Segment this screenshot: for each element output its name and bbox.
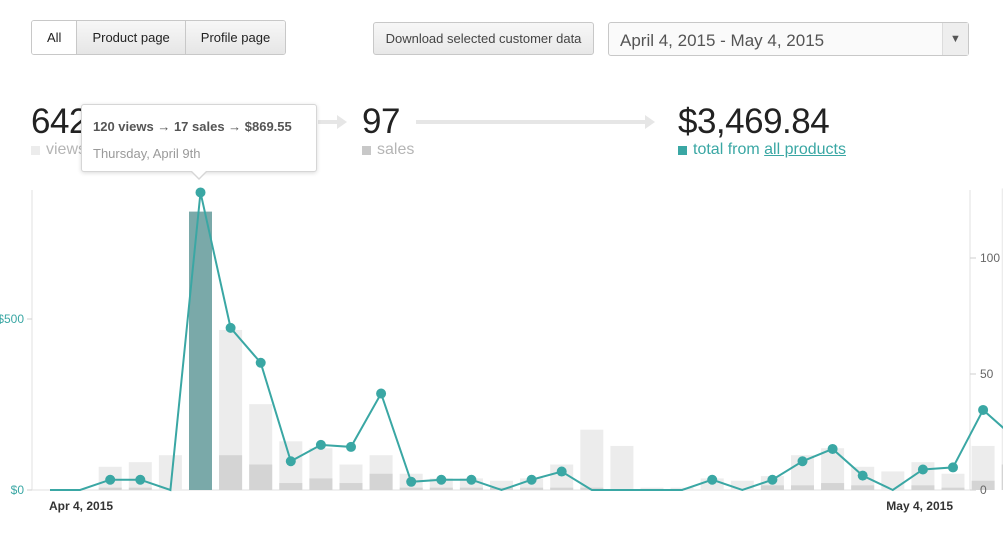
revenue-point [135, 474, 146, 485]
sales-bar [760, 485, 784, 490]
sales-bar [911, 485, 935, 490]
tab-all[interactable]: All [32, 21, 77, 54]
sales-bar [851, 485, 875, 490]
views-label-text: views [46, 141, 87, 158]
revenue-point [948, 462, 958, 473]
views-bar [550, 464, 574, 490]
sales-bar [791, 485, 814, 490]
revenue-point [436, 474, 447, 485]
total-label-prefix: total from [693, 141, 760, 158]
sales-bar [459, 487, 483, 490]
revenue-legend-swatch [678, 145, 687, 155]
total-revenue: $3,469.84 [678, 102, 830, 141]
views-bar [971, 445, 995, 490]
views-bar [821, 448, 845, 490]
all-products-link[interactable]: all products [764, 141, 846, 158]
x-end-label: May 4, 2015 [886, 499, 953, 513]
sales-bar [279, 483, 303, 490]
views-bar [941, 473, 965, 490]
sales-bar [309, 478, 333, 490]
tooltip-caret-inner [191, 170, 207, 178]
sales-bar [339, 483, 363, 490]
views-label: views [31, 141, 86, 159]
revenue-point [195, 187, 206, 198]
select-arrow-icon[interactable]: ▼ [942, 23, 968, 55]
revenue-line [50, 187, 1003, 492]
sales-legend-swatch [362, 145, 371, 155]
sales-bar [249, 464, 273, 490]
x-start-label: Apr 4, 2015 [49, 499, 113, 513]
sales-bar [821, 483, 845, 490]
revenue-point [315, 439, 326, 450]
chart-labels: $0 $500 0 50 100 Apr 4, 2015 May 4, 2015 [0, 251, 1000, 513]
revenue-point [978, 404, 989, 415]
revenue-point [255, 357, 266, 368]
revenue-point [466, 474, 477, 485]
left-tick-label: $0 [11, 483, 25, 497]
views-bar [158, 455, 182, 490]
revenue-point [526, 474, 537, 485]
revenue-point [225, 322, 236, 333]
views-bar [189, 211, 212, 490]
right-tick-label: 100 [980, 251, 1000, 265]
revenue-point [857, 470, 868, 481]
views-bar [1001, 188, 1003, 490]
revenue-point [917, 464, 928, 475]
right-tick-label: 0 [980, 483, 987, 497]
revenue-point [797, 456, 808, 467]
revenue-point [827, 443, 838, 454]
revenue-point [707, 474, 718, 485]
sales-bar [550, 487, 574, 490]
sales-label-text: sales [377, 141, 415, 158]
sales-count: 97 [362, 102, 400, 141]
tooltip-summary: 120 views → 17 sales → $869.55 [93, 119, 292, 134]
views-bar [730, 480, 754, 490]
sales-bar [941, 487, 965, 490]
revenue-point [346, 441, 356, 452]
views-bar [490, 480, 513, 490]
download-customer-data-button[interactable]: Download selected customer data [373, 22, 594, 55]
revenue-point [105, 474, 116, 485]
tab-product-page[interactable]: Product page [76, 21, 185, 54]
revenue-point [406, 476, 417, 487]
flow-arrow-2 [416, 120, 646, 124]
views-count: 642 [31, 102, 88, 141]
revenue-point [767, 474, 778, 485]
sales-bar [429, 487, 453, 490]
revenue-point [376, 388, 387, 399]
tab-profile-page[interactable]: Profile page [184, 21, 286, 54]
sales-bar [399, 487, 423, 490]
sales-bar [971, 480, 995, 490]
sales-bar [128, 487, 152, 490]
flow-arrow-1-tip [337, 115, 347, 129]
flow-arrow-1 [318, 120, 338, 124]
date-range-value: April 4, 2015 - May 4, 2015 [620, 31, 825, 50]
left-tick-label: $500 [0, 312, 24, 326]
total-label: total from all products [678, 141, 846, 159]
views-legend-swatch [31, 145, 40, 155]
chart-tooltip: 120 views → 17 sales → $869.55 Thursday,… [81, 104, 317, 172]
sales-bar [369, 473, 393, 490]
sales-bar [98, 487, 122, 490]
right-tick-label: 50 [980, 367, 994, 381]
views-bar [580, 429, 604, 490]
date-range-select[interactable]: April 4, 2015 - May 4, 2015 ▼ [608, 22, 969, 56]
flow-arrow-2-tip [645, 115, 655, 129]
views-bar [610, 445, 634, 490]
page-filter-tabs: All Product page Profile page [31, 20, 287, 55]
views-bar [219, 329, 243, 490]
revenue-point [285, 456, 296, 467]
views-bar [640, 487, 664, 490]
sales-bar [520, 487, 544, 490]
revenue-point [556, 466, 567, 477]
sales-label: sales [362, 141, 414, 159]
sales-bar [490, 487, 513, 490]
sales-bar [1001, 464, 1003, 490]
sales-bar [219, 455, 243, 490]
views-bar [670, 487, 694, 490]
tooltip-date: Thursday, April 9th [93, 146, 201, 161]
chart-bars [98, 188, 1003, 490]
